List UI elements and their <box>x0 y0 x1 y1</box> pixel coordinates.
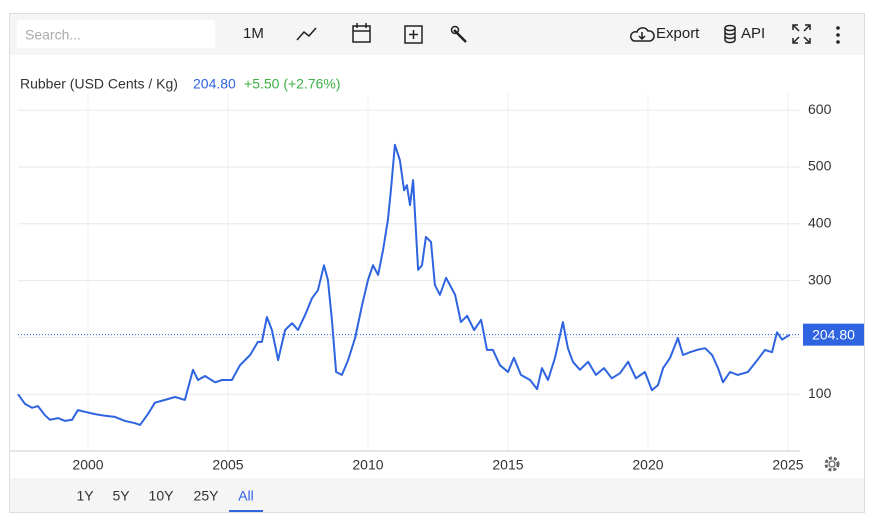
api-icon[interactable] <box>724 24 736 44</box>
api-button[interactable]: API <box>741 25 765 42</box>
x-tick-label: 2020 <box>632 457 663 473</box>
range-button[interactable]: 5Y <box>112 488 130 504</box>
y-tick-label: 100 <box>808 385 832 401</box>
range-button[interactable]: 10Y <box>149 488 175 504</box>
x-tick-label: 2015 <box>492 457 523 473</box>
chart-type-icon[interactable] <box>296 27 317 41</box>
export-button[interactable]: Export <box>656 25 700 42</box>
fullscreen-icon[interactable] <box>792 24 811 44</box>
header-price: 204.80 <box>193 76 236 92</box>
price-line <box>17 143 791 426</box>
range-button[interactable]: All <box>238 488 254 504</box>
export-icon[interactable] <box>630 27 655 42</box>
range-bar <box>10 478 864 512</box>
x-tick-label: 2005 <box>212 457 243 473</box>
search-placeholder[interactable]: Search... <box>25 27 81 43</box>
add-icon[interactable] <box>404 25 423 44</box>
y-tick-label: 500 <box>808 158 832 174</box>
frame <box>9 13 865 513</box>
range-button[interactable]: 25Y <box>194 488 220 504</box>
last-value-box <box>803 323 864 346</box>
y-tick-label: 300 <box>808 271 832 287</box>
last-value-label: 204.80 <box>812 326 855 342</box>
x-tick-label: 2000 <box>72 457 103 473</box>
x-tick-label: 2025 <box>772 457 803 473</box>
menu-icon[interactable] <box>836 26 840 44</box>
range-button[interactable]: 1Y <box>76 488 94 504</box>
y-tick-label: 600 <box>808 101 832 117</box>
interval-button[interactable]: 1M <box>243 25 264 42</box>
header-change: +5.50 (+2.76%) <box>244 76 341 92</box>
chart-title: Rubber (USD Cents / Kg) <box>20 76 178 92</box>
calendar-icon[interactable] <box>352 23 371 43</box>
tools-icon[interactable] <box>450 25 467 43</box>
y-tick-label: 400 <box>808 215 832 231</box>
x-tick-label: 2010 <box>352 457 383 473</box>
settings-icon[interactable] <box>824 456 840 472</box>
search-box[interactable] <box>17 20 215 48</box>
